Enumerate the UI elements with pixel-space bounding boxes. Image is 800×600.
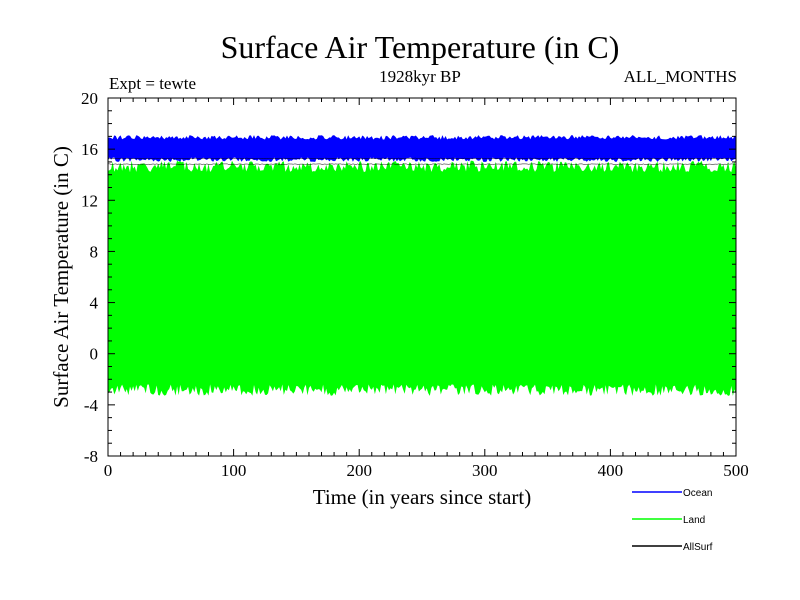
months-label: ALL_MONTHS — [624, 67, 737, 86]
y-tick-label: -4 — [84, 396, 99, 415]
y-tick-label: 16 — [81, 140, 98, 159]
x-tick-label: 300 — [472, 461, 498, 480]
x-tick-label: 400 — [598, 461, 624, 480]
chart-subtitle: 1928kyr BP — [379, 67, 461, 86]
y-tick-label: 12 — [81, 191, 98, 210]
x-axis-label: Time (in years since start) — [313, 485, 532, 509]
x-tick-label: 100 — [221, 461, 247, 480]
y-tick-label: -8 — [84, 447, 98, 466]
y-tick-label: 8 — [90, 242, 99, 261]
axes: 0 100 200 300 400 500 -8 -4 0 4 8 12 16 20 — [81, 89, 749, 480]
legend-ocean-label: Ocean — [683, 488, 712, 499]
y-tick-label: 4 — [90, 294, 99, 313]
data-layer — [107, 135, 737, 396]
y-axis-label: Surface Air Temperature (in C) — [49, 146, 73, 408]
x-tick-label: 200 — [346, 461, 372, 480]
legend-land-label: Land — [683, 515, 705, 526]
x-tick-label: 0 — [104, 461, 113, 480]
y-tick-label: 0 — [90, 345, 99, 364]
x-tick-label: 500 — [723, 461, 749, 480]
experiment-label: Expt = tewte — [109, 74, 196, 93]
y-tick-label: 20 — [81, 89, 98, 108]
chart-title: Surface Air Temperature (in C) — [221, 29, 620, 65]
legend-allsurf-label: AllSurf — [683, 542, 713, 553]
legend: Ocean Land AllSurf — [632, 488, 713, 553]
series-ocean-area — [108, 135, 736, 162]
series-land-area — [108, 160, 736, 396]
